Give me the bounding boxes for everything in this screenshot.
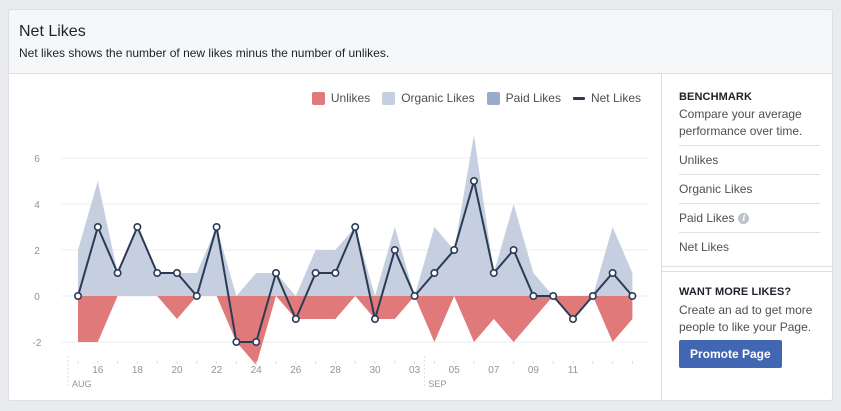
x-tick-label: 24 — [251, 365, 263, 376]
chart-legend: Unlikes Organic Likes Paid Likes Net Lik… — [311, 91, 641, 105]
x-tick-label: 03 — [409, 365, 421, 376]
page-title: Net Likes — [19, 23, 86, 40]
y-tick-label: -2 — [33, 338, 42, 349]
unlikes-area — [78, 296, 633, 365]
benchmark-description: Compare your average performance over ti… — [679, 107, 803, 138]
x-tick-label: 22 — [211, 365, 223, 376]
x-tick-label: 28 — [330, 365, 342, 376]
benchmark-item-net-likes[interactable]: Net Likes — [679, 232, 820, 261]
chart-area: -2 0 2 4 6 16 18 20 22 24 26 28 30 03 05 07 09 11 AUG SEP U… — [9, 74, 661, 400]
legend-swatch-organic-likes — [382, 91, 396, 105]
net-likes-point — [549, 292, 558, 301]
benchmark-section: BENCHMARK Compare your average performan… — [662, 74, 832, 267]
month-label: AUG — [72, 379, 92, 389]
x-tick-label: 18 — [132, 365, 144, 376]
legend-label-unlikes: Unlikes — [330, 91, 371, 105]
legend-item-net-likes[interactable]: Net Likes — [572, 91, 641, 105]
x-tick-label: 20 — [171, 365, 183, 376]
y-tick-label: 2 — [34, 246, 40, 257]
legend-label-net-likes: Net Likes — [590, 91, 641, 105]
legend-label-organic-likes: Organic Likes — [401, 91, 475, 105]
net-likes-point — [331, 269, 340, 278]
benchmark-item-paid-likes[interactable]: Paid Likes i — [679, 203, 820, 232]
legend-swatch-net-likes — [572, 96, 585, 100]
benchmark-list: Unlikes Organic Likes Paid Likes i Net Li… — [679, 145, 820, 261]
net-likes-point — [450, 246, 459, 255]
net-likes-point — [252, 337, 261, 346]
benchmark-item-label: Organic Likes — [679, 182, 753, 196]
month-label: SEP — [428, 379, 446, 389]
net-likes-point — [430, 269, 439, 278]
y-tick-label: 6 — [34, 154, 40, 165]
legend-label-paid-likes: Paid Likes — [505, 91, 561, 105]
net-likes-point — [173, 269, 182, 278]
net-likes-point — [192, 292, 201, 301]
benchmark-item-label: Unlikes — [679, 153, 719, 167]
net-likes-point — [608, 269, 617, 278]
card-header: Net Likes Net likes shows the number of … — [9, 10, 832, 74]
net-likes-point — [212, 223, 221, 232]
more-likes-section: WANT MORE LIKES? Create an ad to get mor… — [662, 271, 832, 400]
net-likes-point — [351, 223, 360, 232]
benchmark-item-label: Paid Likes — [679, 211, 735, 225]
net-likes-point — [93, 223, 102, 232]
net-likes-point — [133, 223, 142, 232]
net-likes-card: Net Likes Net likes shows the number of … — [8, 9, 833, 401]
net-likes-point — [529, 292, 538, 301]
x-tick-label: 11 — [568, 365, 579, 376]
legend-swatch-paid-likes — [486, 91, 500, 105]
net-likes-point — [113, 269, 122, 278]
benchmark-title: BENCHMARK — [679, 91, 753, 103]
legend-item-unlikes[interactable]: Unlikes — [311, 91, 371, 105]
x-tick-label: 05 — [449, 365, 461, 376]
sidebar: BENCHMARK Compare your average performan… — [661, 74, 832, 400]
more-likes-title: WANT MORE LIKES? — [679, 286, 792, 298]
info-icon[interactable]: i — [738, 212, 750, 224]
page-subtitle: Net likes shows the number of new likes … — [19, 46, 390, 60]
legend-swatch-unlikes — [311, 91, 325, 105]
x-tick-label: 26 — [290, 365, 302, 376]
benchmark-item-organic-likes[interactable]: Organic Likes — [679, 174, 820, 203]
legend-item-organic-likes[interactable]: Organic Likes — [382, 91, 475, 105]
y-tick-label: 4 — [34, 200, 40, 211]
promote-page-button[interactable]: Promote Page — [679, 340, 782, 368]
net-likes-point — [74, 292, 83, 301]
net-likes-point — [588, 292, 597, 301]
net-likes-point — [469, 177, 478, 186]
net-likes-point — [153, 269, 162, 278]
more-likes-description: Create an ad to get more people to like … — [679, 303, 813, 334]
net-likes-point — [628, 292, 637, 301]
x-tick-label: 30 — [369, 365, 381, 376]
net-likes-point — [271, 269, 280, 278]
y-tick-label: 0 — [34, 292, 40, 303]
organic-likes-area — [78, 135, 633, 296]
net-likes-point — [291, 315, 300, 324]
x-tick-label: 09 — [528, 365, 540, 376]
net-likes-point — [509, 246, 518, 255]
benchmark-item-label: Net Likes — [679, 240, 730, 254]
x-tick-label: 16 — [92, 365, 104, 376]
net-likes-point — [311, 269, 320, 278]
net-likes-point — [489, 269, 498, 278]
net-likes-point — [232, 337, 241, 346]
legend-item-paid-likes[interactable]: Paid Likes — [486, 91, 561, 105]
net-likes-point — [568, 315, 577, 324]
net-likes-point — [370, 315, 379, 324]
benchmark-item-unlikes[interactable]: Unlikes — [679, 145, 820, 174]
x-tick-label: 07 — [488, 365, 500, 376]
net-likes-point — [410, 292, 419, 301]
net-likes-point — [390, 246, 399, 255]
